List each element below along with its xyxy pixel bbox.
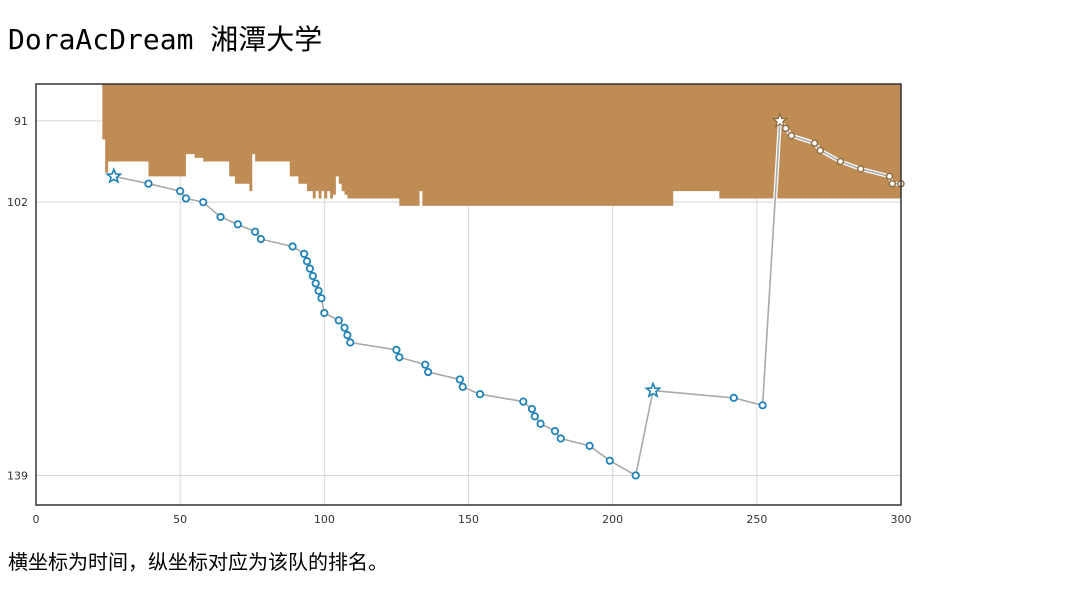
rank-point [340,323,349,332]
rank-point [556,434,565,443]
x-tick-label: 200 [602,513,623,526]
rank-point [421,360,430,369]
rank-point [302,257,312,266]
rank-point [395,353,404,362]
rank-point [631,471,640,480]
chart-caption: 横坐标为时间，纵坐标对应为该队的排名。 [8,550,388,574]
rank-area-shape [102,84,902,206]
rank-point [199,198,208,207]
rank-point [300,249,309,258]
x-tick-label: 100 [314,513,335,526]
rank-point [550,427,560,436]
rank-point [885,172,894,181]
rank-point [392,345,401,354]
rank-point [305,264,315,273]
rank-point [888,180,897,188]
rank-point [455,375,464,384]
rank-point [787,132,796,140]
rank-point [836,157,845,166]
rank-point [536,419,545,428]
rank-point [519,397,528,406]
rank-point [176,186,185,196]
plot-frame [35,83,902,506]
rank-point [856,165,865,173]
rank-point [144,179,153,188]
rank-point [781,124,790,133]
y-axis-ticks: 91 102 139 [7,115,28,483]
rank-point [314,286,323,295]
rank-point [527,404,537,414]
x-tick-label: 300 [891,513,912,526]
x-tick-label: 50 [173,513,187,526]
rank-point [816,146,824,155]
rank-point [605,456,614,465]
rank-point [317,294,326,303]
rank-point [729,393,738,403]
rank-point [288,242,297,251]
rank-point [181,194,191,203]
rank-point [585,441,594,451]
rank-point [343,331,352,340]
rank-chart-svg: 91 102 139 0 50 100 150 200 250 300 [7,83,912,526]
rank-point [216,212,225,222]
rank-point [530,412,539,421]
rank-point [758,401,767,410]
rank-point [251,227,260,236]
rank-point [424,367,433,377]
rank-point [810,139,819,147]
rank-point [256,235,265,244]
rank-point [334,316,343,325]
y-tick-label: 102 [7,196,28,209]
rank-area [102,84,902,206]
x-tick-label: 0 [33,513,40,526]
rank-point [475,390,485,399]
page-title: DoraAcDream 湘潭大学 [8,23,323,56]
rank-chart: 91 102 139 0 50 100 150 200 250 300 [7,83,912,526]
rank-point-star [644,381,662,398]
rank-point [346,338,355,347]
y-tick-label: 139 [7,469,28,482]
rank-points [105,112,905,480]
rank-point [233,220,242,229]
rank-point [308,271,317,281]
x-tick-label: 150 [458,513,479,526]
rank-point [320,308,329,318]
rank-point-star [771,112,789,128]
rank-point [311,279,320,288]
x-tick-label: 250 [746,513,767,526]
rank-point [458,382,467,391]
rank-point-star [105,167,123,184]
y-tick-label: 91 [14,115,28,128]
x-axis-ticks: 0 50 100 150 200 250 300 [33,513,912,526]
